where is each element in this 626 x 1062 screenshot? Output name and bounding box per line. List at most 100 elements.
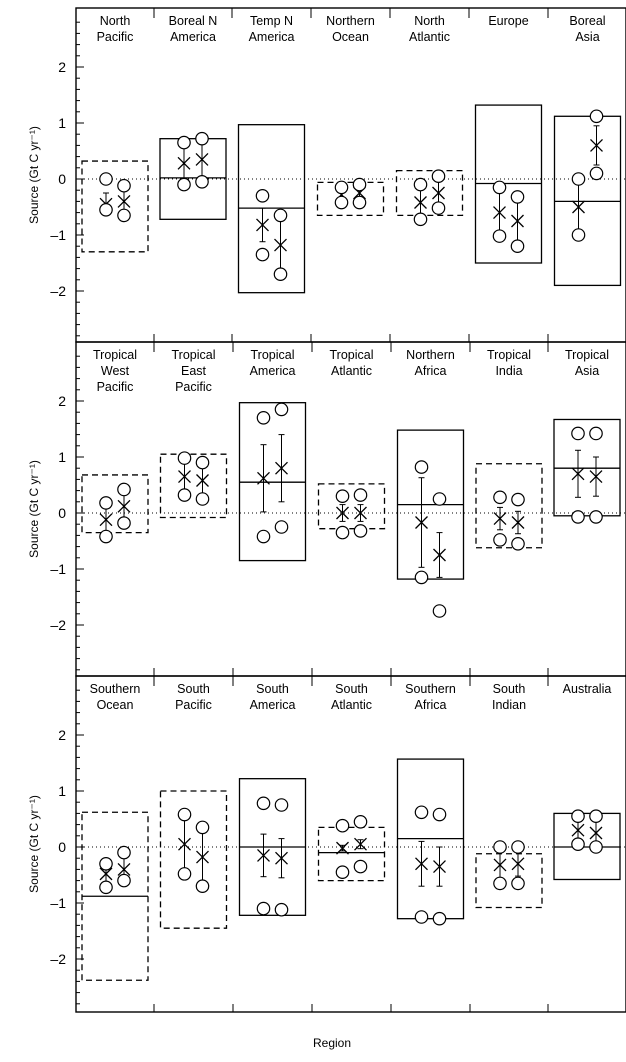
cross-marker xyxy=(415,857,428,871)
x-axis-label: Region xyxy=(313,1036,351,1050)
region-label: America xyxy=(250,698,296,712)
region-north-pacific: North Pacific xyxy=(81,14,149,253)
cross-marker xyxy=(256,218,269,232)
cross-marker xyxy=(274,238,287,252)
panels: –2 –1 0 1 2 Source (Gt C yr⁻¹) North Pacific Bor… xyxy=(27,7,626,1013)
region-label: Tropical xyxy=(172,348,216,362)
circle-marker xyxy=(99,496,113,510)
circle-marker xyxy=(195,131,209,146)
circle-marker xyxy=(195,879,210,893)
circle-marker xyxy=(99,203,113,217)
uncertainty-box xyxy=(475,853,543,909)
region-label: Northern xyxy=(406,348,455,362)
y-tick-label: –2 xyxy=(50,617,66,633)
y-tick-label: –2 xyxy=(50,283,66,299)
circle-marker xyxy=(589,109,604,124)
cross-marker xyxy=(117,194,131,208)
circle-marker xyxy=(177,807,192,822)
uncertainty-box xyxy=(159,138,227,220)
circle-marker xyxy=(571,837,585,851)
region-label: East xyxy=(181,364,207,378)
circle-marker xyxy=(352,177,367,192)
circle-marker xyxy=(493,840,507,854)
panel-frame xyxy=(75,341,626,677)
region-label: Atlantic xyxy=(331,698,372,712)
region-temp-n-america: Temp N America xyxy=(231,8,306,342)
cross-marker xyxy=(433,860,446,874)
circle-marker xyxy=(335,818,350,833)
region-label: Tropical xyxy=(330,348,374,362)
region-label: South xyxy=(493,682,526,696)
cross-marker xyxy=(195,152,209,166)
region-label: North xyxy=(100,14,131,28)
panel-2: –2 –1 0 1 2 Source (Gt C yr⁻¹) Tropical West Pac… xyxy=(27,341,626,677)
region-south-indian: South Indian xyxy=(469,676,543,1012)
cross-marker xyxy=(571,823,585,837)
circle-marker xyxy=(511,536,525,551)
circle-marker xyxy=(255,189,270,203)
cross-marker xyxy=(589,826,603,840)
region-label: South xyxy=(177,682,210,696)
circle-marker xyxy=(117,208,131,223)
cross-marker xyxy=(196,850,209,864)
uncertainty-box xyxy=(316,181,385,217)
circle-marker xyxy=(571,172,586,186)
circle-marker xyxy=(511,492,525,507)
y-axis-label: Source (Gt C yr⁻¹) xyxy=(27,126,41,224)
cross-marker xyxy=(196,474,209,487)
y-tick-label: 2 xyxy=(58,393,66,409)
region-label: Asia xyxy=(575,30,599,44)
circle-marker xyxy=(255,247,270,262)
circle-marker xyxy=(431,169,446,183)
cross-marker xyxy=(257,471,270,485)
circle-marker xyxy=(510,239,525,253)
region-label: Pacific xyxy=(97,30,134,44)
uncertainty-box xyxy=(317,483,386,530)
circle-marker xyxy=(511,876,525,891)
cross-marker xyxy=(572,200,585,214)
uncertainty-box xyxy=(317,826,386,882)
cross-marker xyxy=(117,499,131,513)
circle-marker xyxy=(273,208,288,223)
circle-marker xyxy=(571,426,585,441)
region-label: Boreal N xyxy=(169,14,218,28)
circle-marker xyxy=(414,570,429,585)
y-tick-label: 2 xyxy=(58,59,66,75)
circle-marker xyxy=(432,604,447,618)
cross-marker xyxy=(178,470,191,484)
region-label: Africa xyxy=(415,698,447,712)
y-tick-label: 0 xyxy=(58,171,66,187)
circle-marker xyxy=(571,510,585,524)
cross-marker xyxy=(433,548,446,562)
region-south-america: South America xyxy=(232,676,307,1012)
y-tick-label: –2 xyxy=(50,951,66,967)
circle-marker xyxy=(117,482,131,497)
circle-marker xyxy=(117,873,131,888)
cross-marker xyxy=(99,513,113,527)
region-label: Africa xyxy=(415,364,447,378)
circle-marker xyxy=(414,460,429,474)
circle-marker xyxy=(492,229,507,243)
uncertainty-box xyxy=(159,453,228,519)
circle-marker xyxy=(256,796,271,811)
circle-marker xyxy=(414,805,429,820)
circle-marker xyxy=(493,490,507,505)
cross-marker xyxy=(511,857,525,871)
circle-marker xyxy=(117,178,131,193)
region-tropical-west: Tropical West Pacific xyxy=(81,348,149,544)
cross-marker xyxy=(493,858,507,872)
circle-marker xyxy=(195,175,209,189)
circle-marker xyxy=(99,529,113,544)
circle-marker xyxy=(511,840,525,854)
y-tick-label: –1 xyxy=(50,227,66,243)
region-label: Ocean xyxy=(332,30,369,44)
region-tropical-east: Tropical East Pacific xyxy=(153,342,228,676)
region-label: South xyxy=(256,682,289,696)
y-tick-label: 1 xyxy=(58,115,66,131)
y-tick-label: 1 xyxy=(58,449,66,465)
region-label: India xyxy=(495,364,522,378)
region-label: Ocean xyxy=(97,698,134,712)
circle-marker xyxy=(413,212,428,227)
